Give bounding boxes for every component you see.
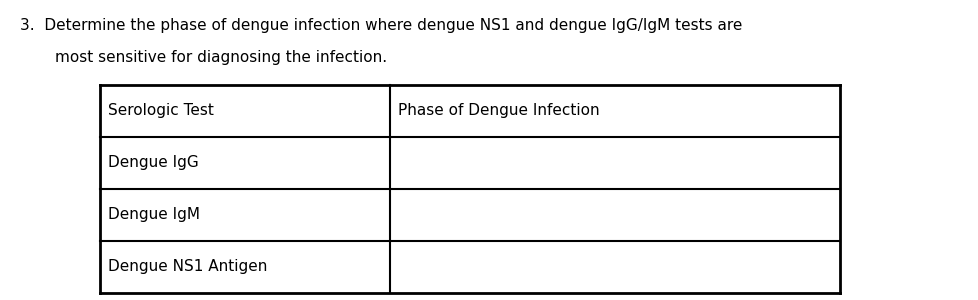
Text: 3.  Determine the phase of dengue infection where dengue NS1 and dengue IgG/IgM : 3. Determine the phase of dengue infecti… [20, 18, 741, 33]
Text: Dengue IgM: Dengue IgM [108, 208, 200, 223]
Text: Phase of Dengue Infection: Phase of Dengue Infection [398, 103, 599, 118]
Text: Dengue NS1 Antigen: Dengue NS1 Antigen [108, 260, 267, 274]
Text: Dengue IgG: Dengue IgG [108, 155, 199, 170]
Text: Serologic Test: Serologic Test [108, 103, 213, 118]
Text: most sensitive for diagnosing the infection.: most sensitive for diagnosing the infect… [55, 50, 386, 65]
